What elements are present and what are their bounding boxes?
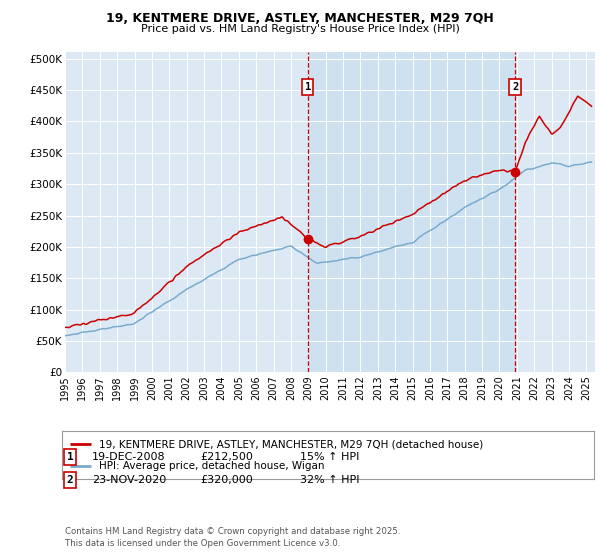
Text: 19-DEC-2008: 19-DEC-2008	[92, 452, 166, 462]
Text: Contains HM Land Registry data © Crown copyright and database right 2025.
This d: Contains HM Land Registry data © Crown c…	[65, 526, 401, 548]
Text: £212,500: £212,500	[200, 452, 253, 462]
Text: 1: 1	[67, 452, 73, 462]
Text: £320,000: £320,000	[200, 475, 253, 485]
Text: 32% ↑ HPI: 32% ↑ HPI	[300, 475, 359, 485]
Text: 19, KENTMERE DRIVE, ASTLEY, MANCHESTER, M29 7QH: 19, KENTMERE DRIVE, ASTLEY, MANCHESTER, …	[106, 12, 494, 25]
Bar	[308, 53, 515, 372]
Text: 2: 2	[512, 82, 518, 92]
Text: 2: 2	[67, 475, 73, 485]
Text: 19, KENTMERE DRIVE, ASTLEY, MANCHESTER, M29 7QH (detached house): 19, KENTMERE DRIVE, ASTLEY, MANCHESTER, …	[99, 439, 484, 449]
Text: Price paid vs. HM Land Registry's House Price Index (HPI): Price paid vs. HM Land Registry's House …	[140, 24, 460, 34]
Text: 23-NOV-2020: 23-NOV-2020	[92, 475, 166, 485]
Text: 1: 1	[305, 82, 311, 92]
Text: HPI: Average price, detached house, Wigan: HPI: Average price, detached house, Wiga…	[99, 461, 325, 471]
Text: 15% ↑ HPI: 15% ↑ HPI	[300, 452, 359, 462]
